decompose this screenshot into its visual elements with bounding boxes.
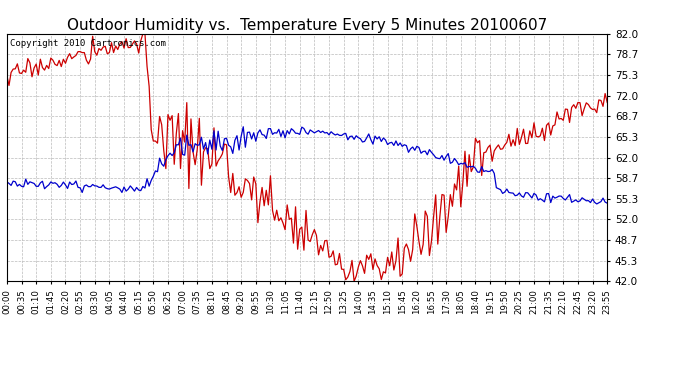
Text: Copyright 2010 Cartronics.com: Copyright 2010 Cartronics.com	[10, 39, 166, 48]
Title: Outdoor Humidity vs.  Temperature Every 5 Minutes 20100607: Outdoor Humidity vs. Temperature Every 5…	[67, 18, 547, 33]
